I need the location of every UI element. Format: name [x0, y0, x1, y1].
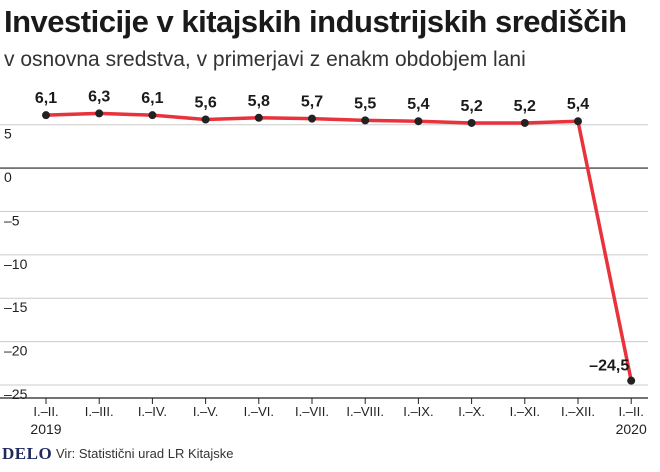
data-label: 5,2	[460, 98, 482, 115]
y-tick-label: –10	[4, 256, 28, 272]
data-label: 5,8	[248, 93, 270, 110]
delo-logo: DELO	[2, 444, 53, 463]
x-tick-label: I.–II.	[33, 404, 58, 419]
data-label: 5,7	[301, 94, 323, 111]
data-label: 6,3	[88, 88, 110, 105]
x-tick-label: I.–X.	[458, 404, 485, 419]
x-tick-label: I.–IX.	[403, 404, 433, 419]
year-label: 2019	[30, 421, 61, 437]
x-tick-label: I.–VII.	[295, 404, 329, 419]
data-label: 5,6	[194, 94, 216, 111]
data-point	[308, 114, 316, 123]
x-tick-label: I.–XI.	[510, 404, 540, 419]
x-tick-label: I.–VIII.	[346, 404, 384, 419]
y-tick-label: –20	[4, 343, 28, 359]
line-chart: 5 0 –5 –10 –15 –20 –25 I.–II. I.–III. I.–IV. I.–V.…	[0, 88, 648, 437]
data-label: 5,4	[567, 96, 589, 113]
data-label: 5,2	[514, 98, 536, 115]
y-tick-label: –15	[4, 299, 28, 315]
data-point	[520, 118, 529, 127]
y-tick-label: –25	[4, 386, 28, 402]
data-point	[361, 116, 370, 125]
x-tick-label: I.–XII.	[561, 404, 595, 419]
data-label: –24,5	[589, 358, 629, 375]
chart-subtitle: v osnovna sredstva, v primerjavi z enakm…	[4, 48, 526, 71]
data-point	[254, 113, 263, 122]
chart-title: Investicije v kitajskih industrijskih sr…	[4, 4, 627, 39]
data-label: 5,4	[407, 96, 429, 113]
data-point	[414, 117, 423, 126]
footer: DELO Vir: Statistični urad LR Kitajske	[0, 444, 660, 464]
data-point	[95, 109, 104, 118]
data-point	[201, 115, 210, 124]
data-label: 5,5	[354, 95, 376, 112]
series-line	[44, 111, 633, 383]
data-point	[467, 118, 476, 127]
x-tick-label: I.–V.	[193, 404, 219, 419]
data-point	[574, 117, 582, 126]
source-note: Vir: Statistični urad LR Kitajske	[56, 446, 234, 461]
data-label: 6,1	[35, 90, 57, 107]
data-point	[627, 376, 636, 385]
y-tick-label: 0	[4, 169, 12, 185]
x-tick-label: I.–II.	[619, 404, 644, 419]
x-tick-label: I.–VI.	[244, 404, 274, 419]
data-point	[42, 111, 50, 120]
y-tick-label: 5	[4, 126, 12, 142]
y-tick-label: –5	[4, 212, 20, 228]
x-tick-label: I.–III.	[85, 404, 114, 419]
x-tick-label: I.–IV.	[138, 404, 167, 419]
data-point	[148, 111, 157, 120]
data-label: 6,1	[141, 90, 163, 107]
year-label: 2020	[616, 421, 647, 437]
